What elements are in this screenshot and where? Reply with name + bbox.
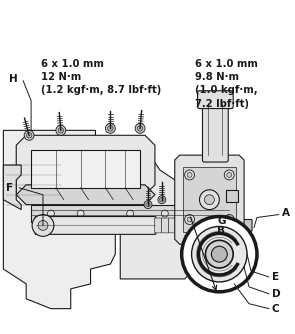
Circle shape [24, 130, 34, 140]
FancyBboxPatch shape [198, 91, 233, 109]
Text: H: H [9, 74, 18, 84]
Circle shape [191, 226, 247, 282]
Polygon shape [3, 130, 115, 309]
Text: G: G [217, 216, 226, 226]
FancyBboxPatch shape [232, 218, 239, 233]
Text: 6 x 1.0 mm
12 N·m
(1.2 kgf·m, 8.7 lbf·ft): 6 x 1.0 mm 12 N·m (1.2 kgf·m, 8.7 lbf·ft… [41, 59, 161, 96]
Circle shape [212, 246, 227, 262]
FancyBboxPatch shape [155, 218, 162, 233]
Circle shape [227, 172, 232, 177]
Circle shape [56, 125, 66, 135]
Circle shape [224, 170, 234, 180]
Text: D: D [272, 289, 281, 299]
Circle shape [160, 197, 164, 202]
Circle shape [32, 214, 54, 236]
Circle shape [224, 214, 234, 224]
Circle shape [158, 196, 166, 204]
Polygon shape [16, 135, 155, 195]
Circle shape [26, 133, 32, 138]
FancyBboxPatch shape [161, 218, 169, 233]
FancyBboxPatch shape [238, 219, 252, 231]
Text: F: F [6, 183, 13, 193]
Circle shape [161, 210, 168, 217]
Circle shape [185, 214, 195, 224]
Circle shape [199, 190, 219, 210]
Circle shape [105, 124, 115, 133]
Circle shape [38, 220, 48, 230]
FancyBboxPatch shape [218, 218, 225, 233]
FancyBboxPatch shape [31, 205, 229, 222]
FancyBboxPatch shape [189, 218, 197, 233]
Circle shape [227, 217, 232, 222]
FancyBboxPatch shape [224, 218, 232, 233]
FancyBboxPatch shape [226, 190, 238, 202]
FancyBboxPatch shape [35, 216, 156, 234]
Polygon shape [175, 155, 244, 244]
Circle shape [187, 217, 192, 222]
Circle shape [137, 126, 143, 131]
Circle shape [127, 210, 134, 217]
FancyBboxPatch shape [202, 99, 228, 162]
Text: E: E [272, 272, 279, 282]
Circle shape [204, 195, 214, 205]
FancyBboxPatch shape [196, 218, 204, 233]
Circle shape [185, 170, 195, 180]
Polygon shape [183, 167, 236, 232]
FancyBboxPatch shape [168, 218, 176, 233]
Circle shape [144, 201, 152, 209]
Circle shape [191, 210, 198, 217]
Polygon shape [31, 150, 140, 188]
Circle shape [146, 202, 150, 207]
Circle shape [205, 240, 233, 268]
Circle shape [182, 216, 257, 292]
Text: 6 x 1.0 mm
9.8 N·m
(1.0 kgf·m,
7.2 lbf·ft): 6 x 1.0 mm 9.8 N·m (1.0 kgf·m, 7.2 lbf·f… [195, 59, 258, 109]
Circle shape [77, 210, 84, 217]
Circle shape [108, 126, 113, 131]
Text: C: C [272, 304, 279, 314]
Polygon shape [16, 185, 155, 205]
Circle shape [187, 172, 192, 177]
Circle shape [47, 210, 54, 217]
FancyBboxPatch shape [183, 218, 190, 233]
FancyBboxPatch shape [211, 218, 218, 233]
FancyBboxPatch shape [176, 218, 183, 233]
Text: A: A [282, 207, 290, 217]
FancyBboxPatch shape [204, 218, 211, 233]
Circle shape [58, 128, 63, 133]
Polygon shape [3, 165, 21, 210]
Polygon shape [120, 155, 224, 279]
Text: B: B [217, 226, 225, 236]
Circle shape [135, 124, 145, 133]
